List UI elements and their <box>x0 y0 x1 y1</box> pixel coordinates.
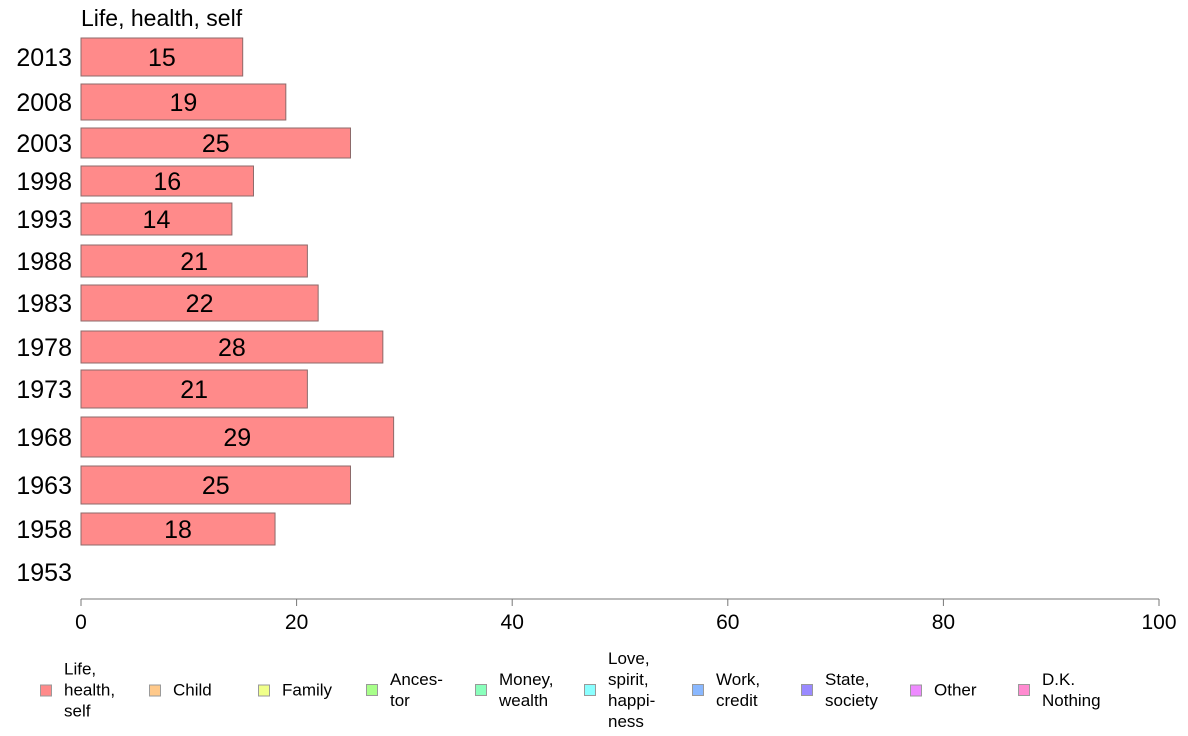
category-label: 1978 <box>16 334 72 362</box>
bar <box>80 165 254 197</box>
bar <box>80 127 351 159</box>
bar-value-label: 22 <box>186 290 214 318</box>
category-label: 1973 <box>16 376 72 404</box>
bar <box>80 512 276 546</box>
category-label: 1993 <box>16 206 72 234</box>
chart-title: Life, health, self <box>81 5 243 31</box>
category-label: 1958 <box>16 516 72 544</box>
legend-label: Money, wealth <box>499 670 554 710</box>
category-label: 1988 <box>16 248 72 276</box>
bar <box>80 83 287 121</box>
bar <box>80 465 351 505</box>
legend-item: Other <box>910 680 977 701</box>
category-label: 1968 <box>16 424 72 452</box>
x-tick-label: 80 <box>932 611 955 634</box>
legend-swatch <box>1018 684 1030 696</box>
category-label: 1983 <box>16 290 72 318</box>
legend-swatch <box>910 684 922 696</box>
legend-swatch <box>801 684 813 696</box>
bar-value-label: 16 <box>153 168 181 196</box>
x-tick-label: 40 <box>501 611 524 634</box>
bar-value-label: 25 <box>202 130 230 158</box>
legend-item: Money, wealth <box>475 669 554 711</box>
legend-label: Work, credit <box>716 670 761 710</box>
legend-swatch <box>692 684 704 696</box>
bar <box>80 284 319 322</box>
category-label: 2003 <box>16 130 72 158</box>
legend-label: Other <box>934 680 977 700</box>
legend-item: Ances- tor <box>366 669 443 711</box>
bar-value-label: 25 <box>202 472 230 500</box>
bar-value-label: 15 <box>148 44 176 72</box>
category-label: 1953 <box>16 559 72 587</box>
legend-swatch <box>475 684 487 696</box>
bar-value-label: 19 <box>170 89 198 117</box>
bar <box>80 330 384 364</box>
legend-item: Child <box>149 680 212 701</box>
legend-item: State, society <box>801 669 878 711</box>
bar <box>80 369 308 409</box>
bar-value-label: 18 <box>164 516 192 544</box>
legend-label: Life, health, self <box>64 659 116 721</box>
legend: Life, health, self Child Family Ances- tor M… <box>0 640 1188 736</box>
legend-swatch <box>149 684 161 696</box>
x-tick-label: 20 <box>285 611 308 634</box>
x-tick-label: 60 <box>716 611 739 634</box>
legend-label: D.K. Nothing <box>1042 670 1101 710</box>
bar-value-label: 28 <box>218 334 246 362</box>
legend-item: Love, spirit, happi- ness <box>584 648 655 732</box>
bar-value-label: 29 <box>223 424 251 452</box>
legend-swatch <box>40 684 52 696</box>
legend-swatch <box>366 684 378 696</box>
legend-item: Work, credit <box>692 669 760 711</box>
bar-chart: Life, health, self 151925161421222821292… <box>16 5 1177 634</box>
legend-item: D.K. Nothing <box>1018 669 1101 711</box>
category-label: 2008 <box>16 89 72 117</box>
legend-item: Family <box>258 680 332 701</box>
x-axis: 0 20 40 60 80 100 <box>75 598 1177 634</box>
legend-label: Love, spirit, happi- ness <box>608 649 656 731</box>
bar <box>80 244 308 278</box>
legend-label: State, society <box>825 670 878 710</box>
bar <box>80 416 395 458</box>
y-axis-labels: 2013 2008 2003 1998 1993 1988 1983 1978 1973 1968… <box>16 44 72 587</box>
category-label: 1998 <box>16 168 72 196</box>
legend-label: Ances- tor <box>390 670 443 710</box>
x-tick-label: 100 <box>1141 611 1176 634</box>
bar-value-label: 21 <box>180 248 208 276</box>
bar <box>80 37 244 77</box>
legend-item: Life, health, self <box>40 659 115 722</box>
category-label: 2013 <box>16 44 72 72</box>
legend-swatch <box>584 684 596 696</box>
legend-label: Child <box>173 680 212 700</box>
legend-label: Family <box>282 680 333 700</box>
x-tick-label: 0 <box>75 611 87 634</box>
bar <box>80 202 233 236</box>
legend-swatch <box>258 684 270 696</box>
category-label: 1963 <box>16 472 72 500</box>
bar-value-label: 14 <box>143 206 171 234</box>
bar-value-label: 21 <box>180 376 208 404</box>
